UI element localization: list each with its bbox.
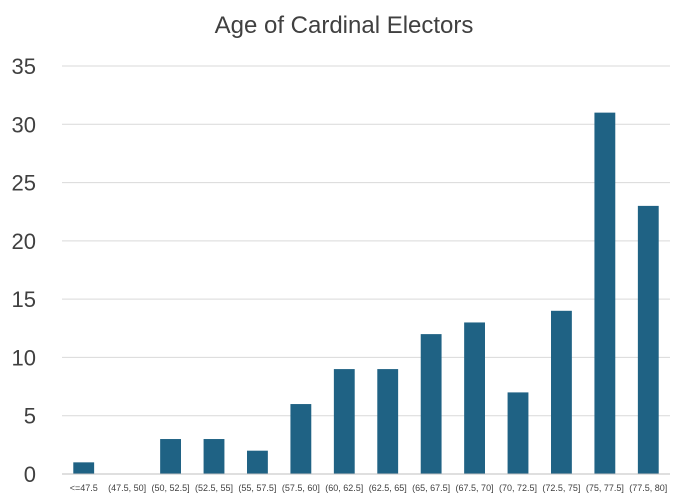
- x-tick-label: (60, 62.5]: [325, 483, 363, 493]
- bar: [377, 369, 399, 474]
- gridlines: [62, 65, 670, 417]
- x-tick-label: (67.5, 70]: [456, 483, 494, 493]
- bar: [637, 205, 659, 474]
- bar: [73, 462, 95, 474]
- bar: [203, 439, 225, 474]
- x-tick-label: (52.5, 55]: [195, 483, 233, 493]
- y-tick-label: 15: [12, 287, 36, 312]
- bar: [464, 322, 485, 474]
- x-tick-label: (57.5, 60]: [282, 483, 320, 493]
- bar: [160, 439, 181, 474]
- bar: [507, 392, 529, 474]
- bar: [333, 369, 355, 474]
- x-tick-label: (77.5, 80]: [629, 483, 667, 493]
- x-tick-label: (75, 77.5]: [586, 483, 624, 493]
- y-tick-label: 25: [12, 171, 36, 196]
- y-axis-ticks: 0 5 10 15 20 25 30 35: [12, 54, 36, 487]
- x-axis-ticks: <=47.5 (47.5, 50] (50, 52.5] (52.5, 55] (55,…: [70, 483, 668, 493]
- y-tick-label: 0: [24, 462, 36, 487]
- bar: [420, 334, 442, 474]
- y-tick-label: 20: [12, 229, 36, 254]
- y-tick-label: 30: [12, 112, 36, 137]
- y-tick-label: 5: [24, 404, 36, 429]
- x-tick-label: (62.5, 65]: [369, 483, 407, 493]
- bar: [594, 112, 616, 474]
- x-tick-label: <=47.5: [70, 483, 98, 493]
- bar: [247, 450, 268, 474]
- x-tick-label: (72.5, 75]: [542, 483, 580, 493]
- bars: [73, 112, 659, 474]
- x-tick-label: (55, 57.5]: [238, 483, 276, 493]
- x-tick-label: (65, 67.5]: [412, 483, 450, 493]
- x-tick-label: (50, 52.5]: [152, 483, 190, 493]
- y-tick-label: 10: [12, 345, 36, 370]
- bar: [551, 310, 572, 474]
- x-tick-label: (47.5, 50]: [108, 483, 146, 493]
- bar: [290, 404, 312, 474]
- y-tick-label: 35: [12, 54, 36, 79]
- x-tick-label: (70, 72.5]: [499, 483, 537, 493]
- chart-title: Age of Cardinal Electors: [215, 12, 474, 39]
